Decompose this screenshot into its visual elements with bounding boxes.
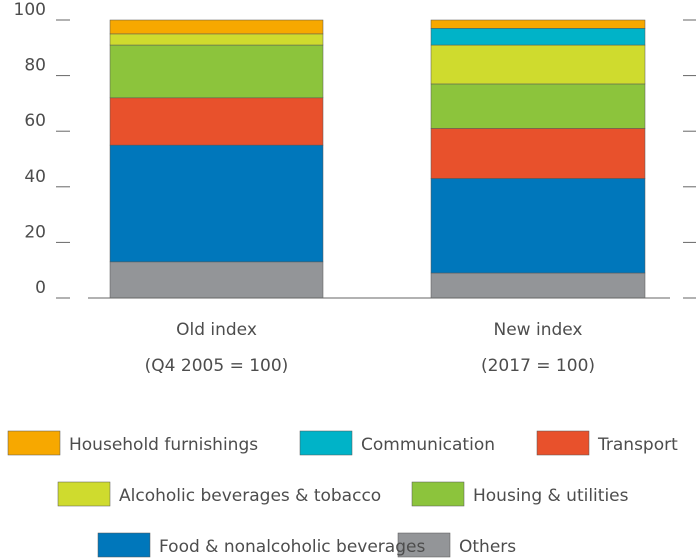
bar-segment [430, 83, 646, 129]
legend-label: Household furnishings [69, 435, 258, 455]
y-tick-label: 80 [24, 56, 46, 76]
bar-segment [109, 97, 324, 146]
bar-segment [109, 144, 324, 263]
x-tick-label: (2017 = 100) [481, 356, 595, 376]
legend-swatch [536, 430, 590, 456]
bar-segment [109, 44, 324, 99]
bar-segment [109, 19, 324, 35]
x-tick-label: Old index [176, 320, 257, 340]
y-tick-label: 100 [14, 0, 46, 20]
bar-segment [109, 261, 324, 299]
bar-segment [430, 178, 646, 274]
y-tick-label: 60 [24, 111, 46, 131]
bar-segment [430, 44, 646, 85]
x-tick-label: New index [494, 320, 583, 340]
legend-swatch [299, 430, 353, 456]
legend-label: Alcoholic beverages & tobacco [119, 486, 381, 506]
x-tick-label: (Q4 2005 = 100) [145, 356, 289, 376]
legend-label: Others [459, 537, 516, 557]
legend-label: Transport [597, 435, 678, 455]
legend-swatch [97, 532, 151, 558]
bar-segment [109, 33, 324, 46]
legend-label: Food & nonalcoholic beverages [159, 537, 425, 557]
legend-swatch [57, 481, 111, 507]
bar-segment [430, 272, 646, 299]
bar-segment [430, 28, 646, 46]
y-tick-label: 40 [24, 167, 46, 187]
legend-swatch [397, 532, 451, 558]
legend-label: Communication [361, 435, 495, 455]
legend-swatch [7, 430, 61, 456]
y-tick-label: 20 [24, 222, 46, 242]
bar-segment [430, 19, 646, 29]
bar-segment [430, 128, 646, 179]
legend-swatch [411, 481, 465, 507]
legend-label: Housing & utilities [473, 486, 629, 506]
y-tick-label: 0 [35, 278, 46, 298]
